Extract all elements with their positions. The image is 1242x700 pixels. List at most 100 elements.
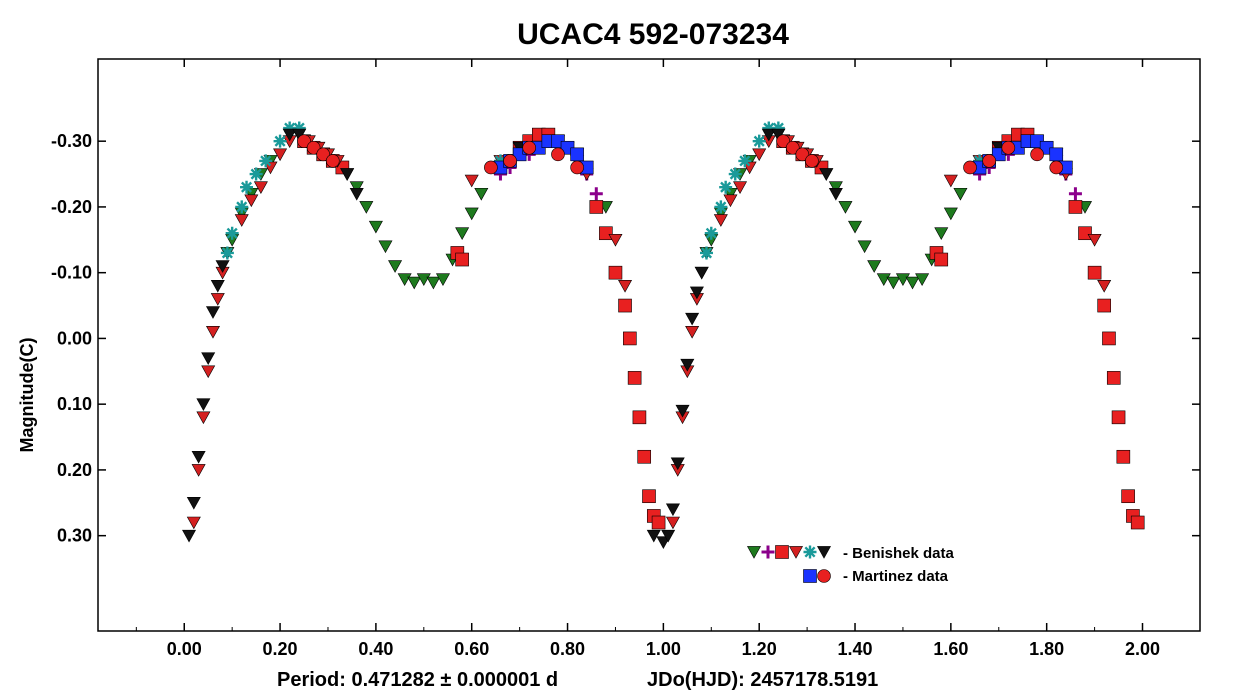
data-point <box>196 411 211 425</box>
data-point <box>220 246 234 260</box>
data-point <box>694 266 709 280</box>
data-point <box>1102 331 1116 346</box>
data-point <box>191 450 206 464</box>
x-tick-label: 1.40 <box>838 639 873 659</box>
data-point <box>934 227 949 241</box>
legend-marker <box>788 546 804 559</box>
data-point <box>771 121 785 135</box>
data-point <box>349 187 364 201</box>
data-point <box>1116 449 1131 464</box>
data-point <box>273 134 287 148</box>
data-point <box>570 147 584 162</box>
data-point <box>240 180 254 194</box>
legend-marker <box>761 545 775 559</box>
legend: - Benishek data - Martinez data <box>746 545 955 585</box>
data-point <box>637 449 652 464</box>
data-point <box>848 220 863 234</box>
legend-marker <box>746 546 762 559</box>
data-point <box>282 128 297 142</box>
data-point <box>670 457 685 471</box>
data-point <box>714 200 728 214</box>
data-point <box>416 273 431 287</box>
data-point <box>618 280 633 293</box>
data-point <box>934 252 949 267</box>
data-point <box>1068 200 1083 214</box>
data-point <box>273 148 288 162</box>
data-point <box>1106 371 1121 385</box>
data-point <box>368 220 383 234</box>
data-point <box>867 260 882 273</box>
data-point <box>776 134 790 148</box>
data-point <box>182 529 197 543</box>
y-tick-label: 0.30 <box>57 526 92 546</box>
data-point <box>828 187 843 201</box>
x-axis: 0.00 0.20 0.40 0.60 0.80 1.00 1.20 1.40 1.60 1.80… <box>135 59 1160 659</box>
data-point <box>210 280 225 293</box>
legend-marker <box>817 569 831 583</box>
legend-markers-benishek <box>746 545 832 559</box>
chart-title: UCAC4 592-073234 <box>517 18 789 51</box>
data-point <box>963 160 977 175</box>
data-point <box>828 181 843 194</box>
data-point <box>785 140 800 155</box>
data-point <box>680 358 695 372</box>
data-point <box>795 147 810 162</box>
data-point <box>1087 265 1102 280</box>
x-tick-label: 2.00 <box>1125 639 1160 659</box>
legend-marker <box>775 545 789 559</box>
data-point <box>397 273 412 287</box>
y-tick-label: -0.10 <box>51 263 92 283</box>
data-point <box>953 187 968 201</box>
x-tick-label: 0.40 <box>358 639 393 659</box>
data-point <box>857 240 872 254</box>
data-point <box>876 273 891 287</box>
y-tick-label: 0.00 <box>57 328 92 348</box>
data-point <box>201 352 216 365</box>
data-point <box>661 529 676 543</box>
data-point <box>1087 233 1102 247</box>
data-point <box>599 226 613 241</box>
data-point <box>215 260 230 273</box>
data-point <box>196 398 211 411</box>
data-point <box>689 286 704 300</box>
period-label: Period: 0.471282 ± 0.000001 d <box>277 669 558 691</box>
data-point <box>551 147 565 162</box>
data-point <box>733 181 748 194</box>
data-point <box>234 214 249 227</box>
y-axis: -0.30 -0.20 -0.10 0.00 0.10 0.20 0.30 <box>51 131 1200 546</box>
data-point <box>484 160 498 175</box>
x-tick-label: 1.20 <box>742 639 777 659</box>
data-point <box>435 273 450 287</box>
legend-entry-martinez: - Martinez data <box>803 568 949 585</box>
data-point <box>253 181 268 194</box>
data-point <box>752 134 766 148</box>
data-point <box>1130 515 1145 530</box>
data-point <box>762 121 776 135</box>
x-tick-label: 0.60 <box>454 639 489 659</box>
data-point <box>618 298 632 313</box>
data-point <box>249 167 263 181</box>
data-point <box>201 365 216 379</box>
data-point <box>1121 489 1135 504</box>
data-point <box>895 273 910 287</box>
y-axis-label: Magnitude(C) <box>17 338 37 453</box>
data-point <box>292 121 306 135</box>
data-point <box>943 207 958 221</box>
data-point <box>340 168 355 181</box>
data-point <box>719 180 733 194</box>
x-tick-label: 1.60 <box>933 639 968 659</box>
data-point <box>915 273 930 287</box>
data-point <box>1030 147 1044 162</box>
y-tick-label: -0.20 <box>51 197 92 217</box>
data-point <box>627 371 642 385</box>
data-point <box>685 326 700 339</box>
data-point <box>642 489 656 504</box>
data-point <box>186 516 201 530</box>
data-point <box>805 154 819 168</box>
x-tick-label: 1.80 <box>1029 639 1064 659</box>
y-tick-label: 0.20 <box>57 460 92 480</box>
data-point <box>316 147 330 162</box>
data-point <box>651 515 666 530</box>
data-point <box>191 464 206 477</box>
data-point <box>713 214 728 227</box>
